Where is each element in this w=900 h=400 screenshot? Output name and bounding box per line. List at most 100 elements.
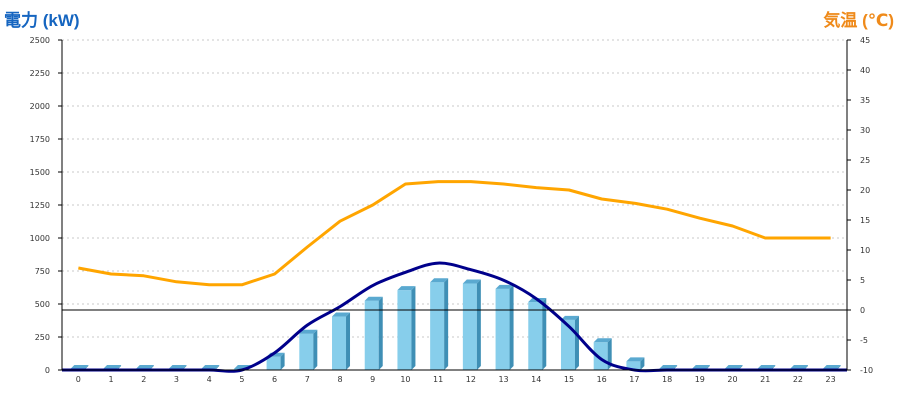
power-line: [61, 261, 847, 373]
power-bar: [364, 296, 383, 370]
x-tick-label: 21: [760, 375, 770, 384]
right-y-tick-label: 30: [860, 126, 870, 135]
bar-front: [528, 302, 543, 370]
power-bar: [560, 315, 579, 370]
x-tick-label: 17: [629, 375, 639, 384]
bar-side: [378, 296, 383, 370]
bar-side: [542, 298, 547, 370]
bar-top: [299, 329, 318, 334]
bar-front: [299, 333, 314, 370]
bar-top: [462, 279, 481, 284]
right-y-tick-label: -5: [860, 336, 868, 345]
left-y-tick-label: 1250: [30, 201, 50, 210]
bar-front: [364, 300, 379, 370]
power-bar: [266, 352, 285, 370]
power-bar: [430, 278, 449, 370]
x-tick-label: 4: [207, 375, 212, 384]
bar-top: [397, 286, 416, 291]
bar-top: [757, 365, 776, 369]
bar-top: [495, 284, 514, 289]
right-y-tick-label: 40: [860, 66, 870, 75]
bar-front: [462, 283, 477, 370]
x-tick-label: 20: [727, 375, 737, 384]
bar-top: [593, 338, 612, 343]
bar-top: [135, 365, 154, 369]
bar-front: [430, 282, 445, 370]
x-tick-label: 19: [695, 375, 705, 384]
x-tick-label: 14: [531, 375, 541, 384]
left-y-tick-label: 1500: [30, 168, 50, 177]
right-y-tick-label: 0: [860, 306, 865, 315]
x-tick-label: 16: [597, 375, 607, 384]
bar-top: [822, 365, 841, 369]
x-tick-label: 0: [76, 375, 81, 384]
right-y-tick-label: 15: [860, 216, 870, 225]
bar-side: [411, 286, 416, 370]
right-y-tick-label: 5: [860, 276, 865, 285]
bar-top: [332, 312, 351, 317]
tick-labels: 02505007501000125015001750200022502500-1…: [30, 36, 873, 384]
axes: [58, 39, 851, 371]
x-tick-label: 23: [826, 375, 836, 384]
bar-top: [103, 365, 122, 369]
bar-top: [430, 278, 449, 283]
bar-front: [560, 319, 575, 370]
bar-front: [593, 342, 608, 370]
left-y-tick-label: 0: [45, 366, 50, 375]
bar-side: [640, 357, 645, 370]
bar-top: [560, 315, 579, 320]
bar-front: [397, 290, 412, 370]
left-axis-title: 電力 (kW): [4, 11, 80, 30]
left-y-tick-label: 2500: [30, 36, 50, 45]
bar-top: [724, 365, 743, 369]
x-tick-label: 22: [793, 375, 803, 384]
x-tick-label: 2: [141, 375, 146, 384]
x-tick-label: 1: [109, 375, 114, 384]
right-y-tick-label: -10: [860, 366, 873, 375]
left-y-tick-label: 250: [35, 333, 50, 342]
left-y-tick-label: 1000: [30, 234, 50, 243]
power-bar: [397, 286, 416, 370]
x-tick-label: 5: [239, 375, 244, 384]
power-bars: [70, 278, 841, 370]
x-tick-label: 15: [564, 375, 574, 384]
series-lines: [61, 180, 847, 373]
right-y-tick-label: 35: [860, 96, 870, 105]
power-bar: [626, 357, 645, 370]
bar-front: [626, 361, 641, 370]
power-bar: [528, 298, 547, 370]
bar-side: [476, 279, 481, 370]
power-bar: [332, 312, 351, 370]
gridlines: [62, 39, 847, 338]
bar-top: [626, 357, 645, 362]
temperature-line: [78, 180, 831, 287]
bar-top: [70, 365, 89, 369]
x-tick-label: 7: [305, 375, 310, 384]
bar-side: [280, 352, 285, 370]
bar-top: [364, 296, 383, 301]
right-y-tick-label: 45: [860, 36, 870, 45]
right-axis-title: 気温 (℃): [823, 11, 894, 30]
bar-side: [215, 365, 220, 370]
bar-front: [332, 316, 347, 370]
right-y-tick-label: 20: [860, 186, 870, 195]
left-y-tick-label: 500: [35, 300, 50, 309]
left-y-tick-label: 1750: [30, 135, 50, 144]
power-bar: [462, 279, 481, 370]
x-tick-label: 8: [337, 375, 342, 384]
left-y-tick-label: 2250: [30, 69, 50, 78]
power-bar: [495, 284, 514, 370]
bar-front: [495, 288, 510, 370]
right-y-tick-label: 10: [860, 246, 870, 255]
bar-front: [266, 356, 281, 370]
power-bar: [299, 329, 318, 370]
left-y-tick-label: 2000: [30, 102, 50, 111]
bar-side: [444, 278, 449, 370]
bar-top: [691, 365, 710, 369]
x-tick-label: 9: [370, 375, 375, 384]
left-y-tick-label: 750: [35, 267, 50, 276]
x-tick-label: 18: [662, 375, 672, 384]
bar-side: [313, 329, 318, 370]
bar-top: [168, 365, 187, 369]
